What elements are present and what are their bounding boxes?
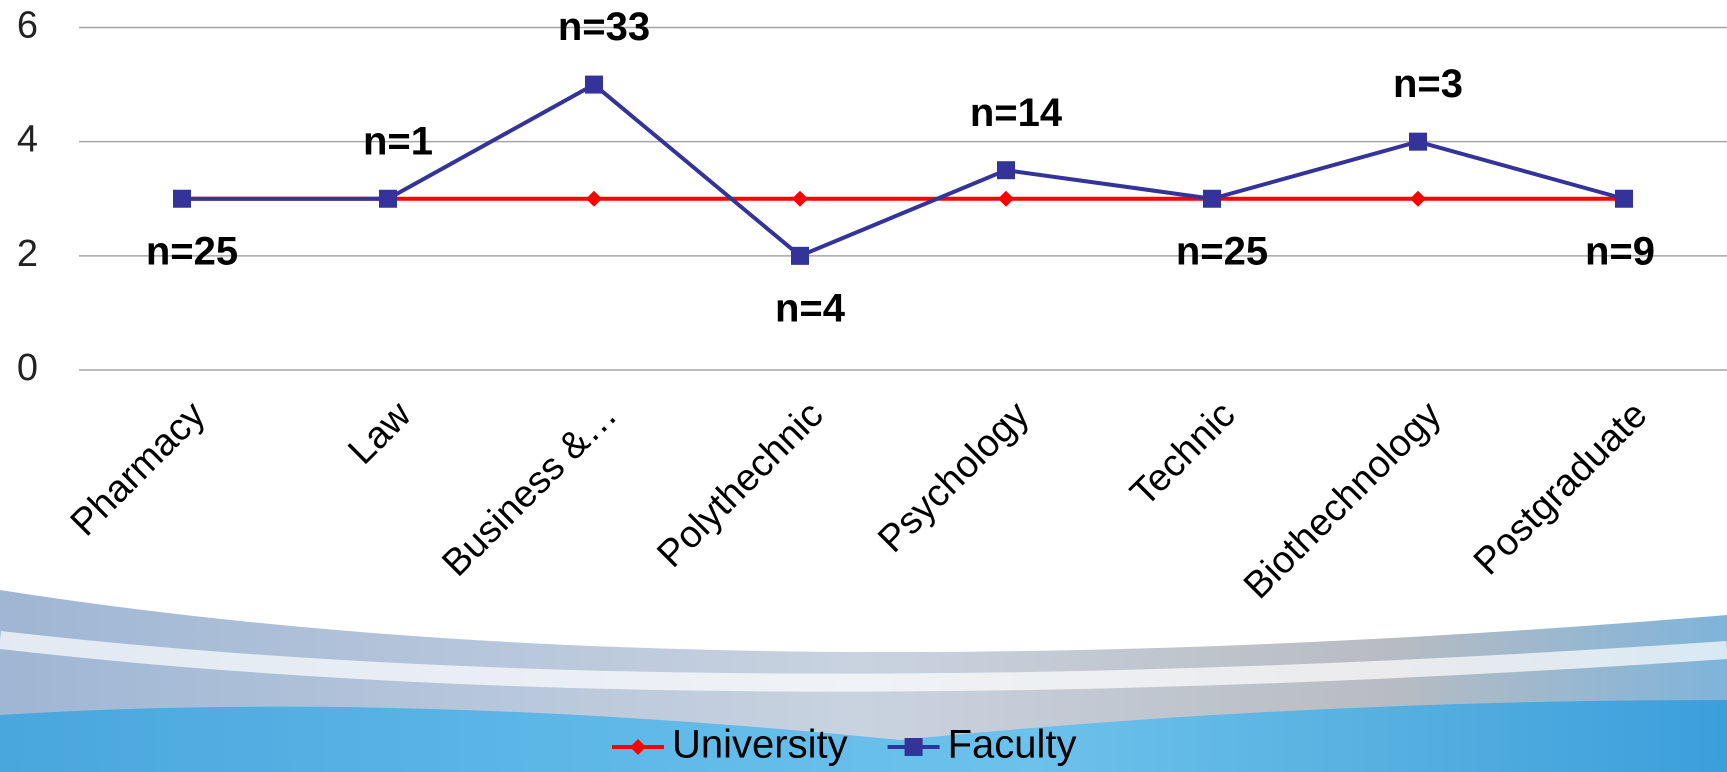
- annotation: n=9: [1585, 229, 1655, 273]
- y-tick-label: 2: [17, 233, 38, 275]
- x-tick-label: Law: [340, 393, 419, 472]
- marker: [998, 190, 1014, 207]
- marker: [585, 75, 603, 94]
- y-tick-label: 4: [17, 119, 38, 161]
- annotation: n=25: [146, 229, 238, 273]
- marker: [173, 189, 191, 208]
- annotation: n=14: [970, 91, 1063, 135]
- marker: [1409, 132, 1427, 151]
- marker: [1203, 189, 1221, 208]
- legend-label: University: [672, 723, 848, 767]
- x-tick-label: Technic: [1123, 394, 1244, 515]
- background-wave: [0, 631, 1727, 692]
- marker: [904, 738, 923, 756]
- x-tick-label: Pharmacy: [63, 394, 214, 545]
- annotation: n=33: [558, 5, 650, 49]
- annotation: n=1: [363, 119, 433, 163]
- annotation: n=4: [775, 286, 846, 330]
- marker: [379, 189, 397, 208]
- y-tick-label: 0: [17, 347, 38, 389]
- background-wave: [0, 700, 1727, 772]
- marker: [791, 246, 809, 265]
- x-tick-label: Polythechnic: [649, 394, 831, 576]
- series-line: [182, 82, 1625, 259]
- y-tick-label: 6: [17, 5, 38, 47]
- marker: [1615, 189, 1633, 208]
- marker: [586, 190, 602, 207]
- x-tick-label: Psychology: [870, 394, 1037, 561]
- marker: [1410, 190, 1426, 207]
- x-tick-label: Biothechnology: [1236, 394, 1449, 607]
- x-tick-label: Postgraduate: [1466, 394, 1656, 584]
- annotation: n=3: [1393, 62, 1463, 106]
- legend-label: Faculty: [948, 723, 1077, 767]
- marker: [792, 190, 808, 207]
- marker: [997, 161, 1015, 180]
- x-tick-label: Business &…: [434, 394, 625, 585]
- plot: 0 2 4 6 Pharmacy Law Business &… Polythechnic Ps…: [17, 5, 1727, 607]
- annotation: n=25: [1176, 229, 1268, 273]
- legend: University Faculty: [612, 723, 1077, 767]
- marker: [630, 739, 646, 755]
